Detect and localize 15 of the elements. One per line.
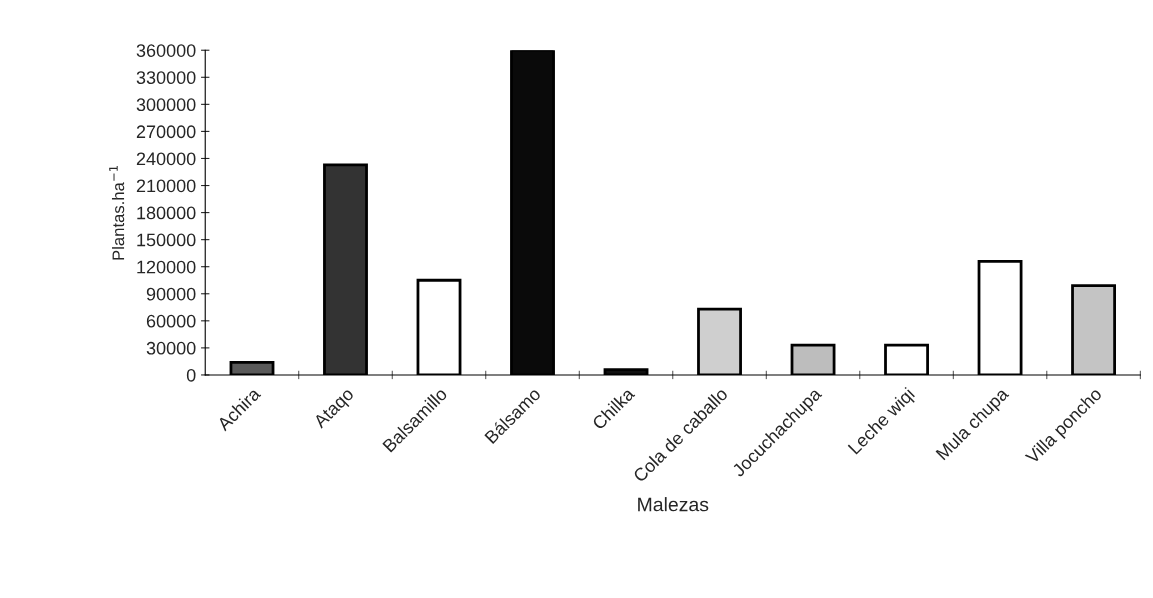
- y-tick-label: 90000: [146, 287, 196, 301]
- y-tick-label: 120000: [137, 260, 196, 274]
- y-tick-label: 150000: [137, 233, 196, 247]
- y-tick-label: 210000: [136, 179, 196, 193]
- y-tick-label: 180000: [137, 206, 196, 220]
- y-tick-label: 270000: [136, 125, 196, 139]
- y-tick-label: 240000: [136, 152, 196, 166]
- y-tick-label: 0: [186, 368, 196, 382]
- y-tick-label: 60000: [146, 314, 196, 328]
- y-axis-title: Plantas.ha$^{−1}$: [109, 165, 125, 260]
- x-axis-title: Malezas: [638, 497, 709, 512]
- y-tick-label: 30000: [146, 341, 196, 355]
- y-tick-label: 330000: [136, 71, 196, 85]
- y-tick-label: 300000: [136, 98, 196, 112]
- y-tick-label: 360000: [136, 44, 196, 57]
